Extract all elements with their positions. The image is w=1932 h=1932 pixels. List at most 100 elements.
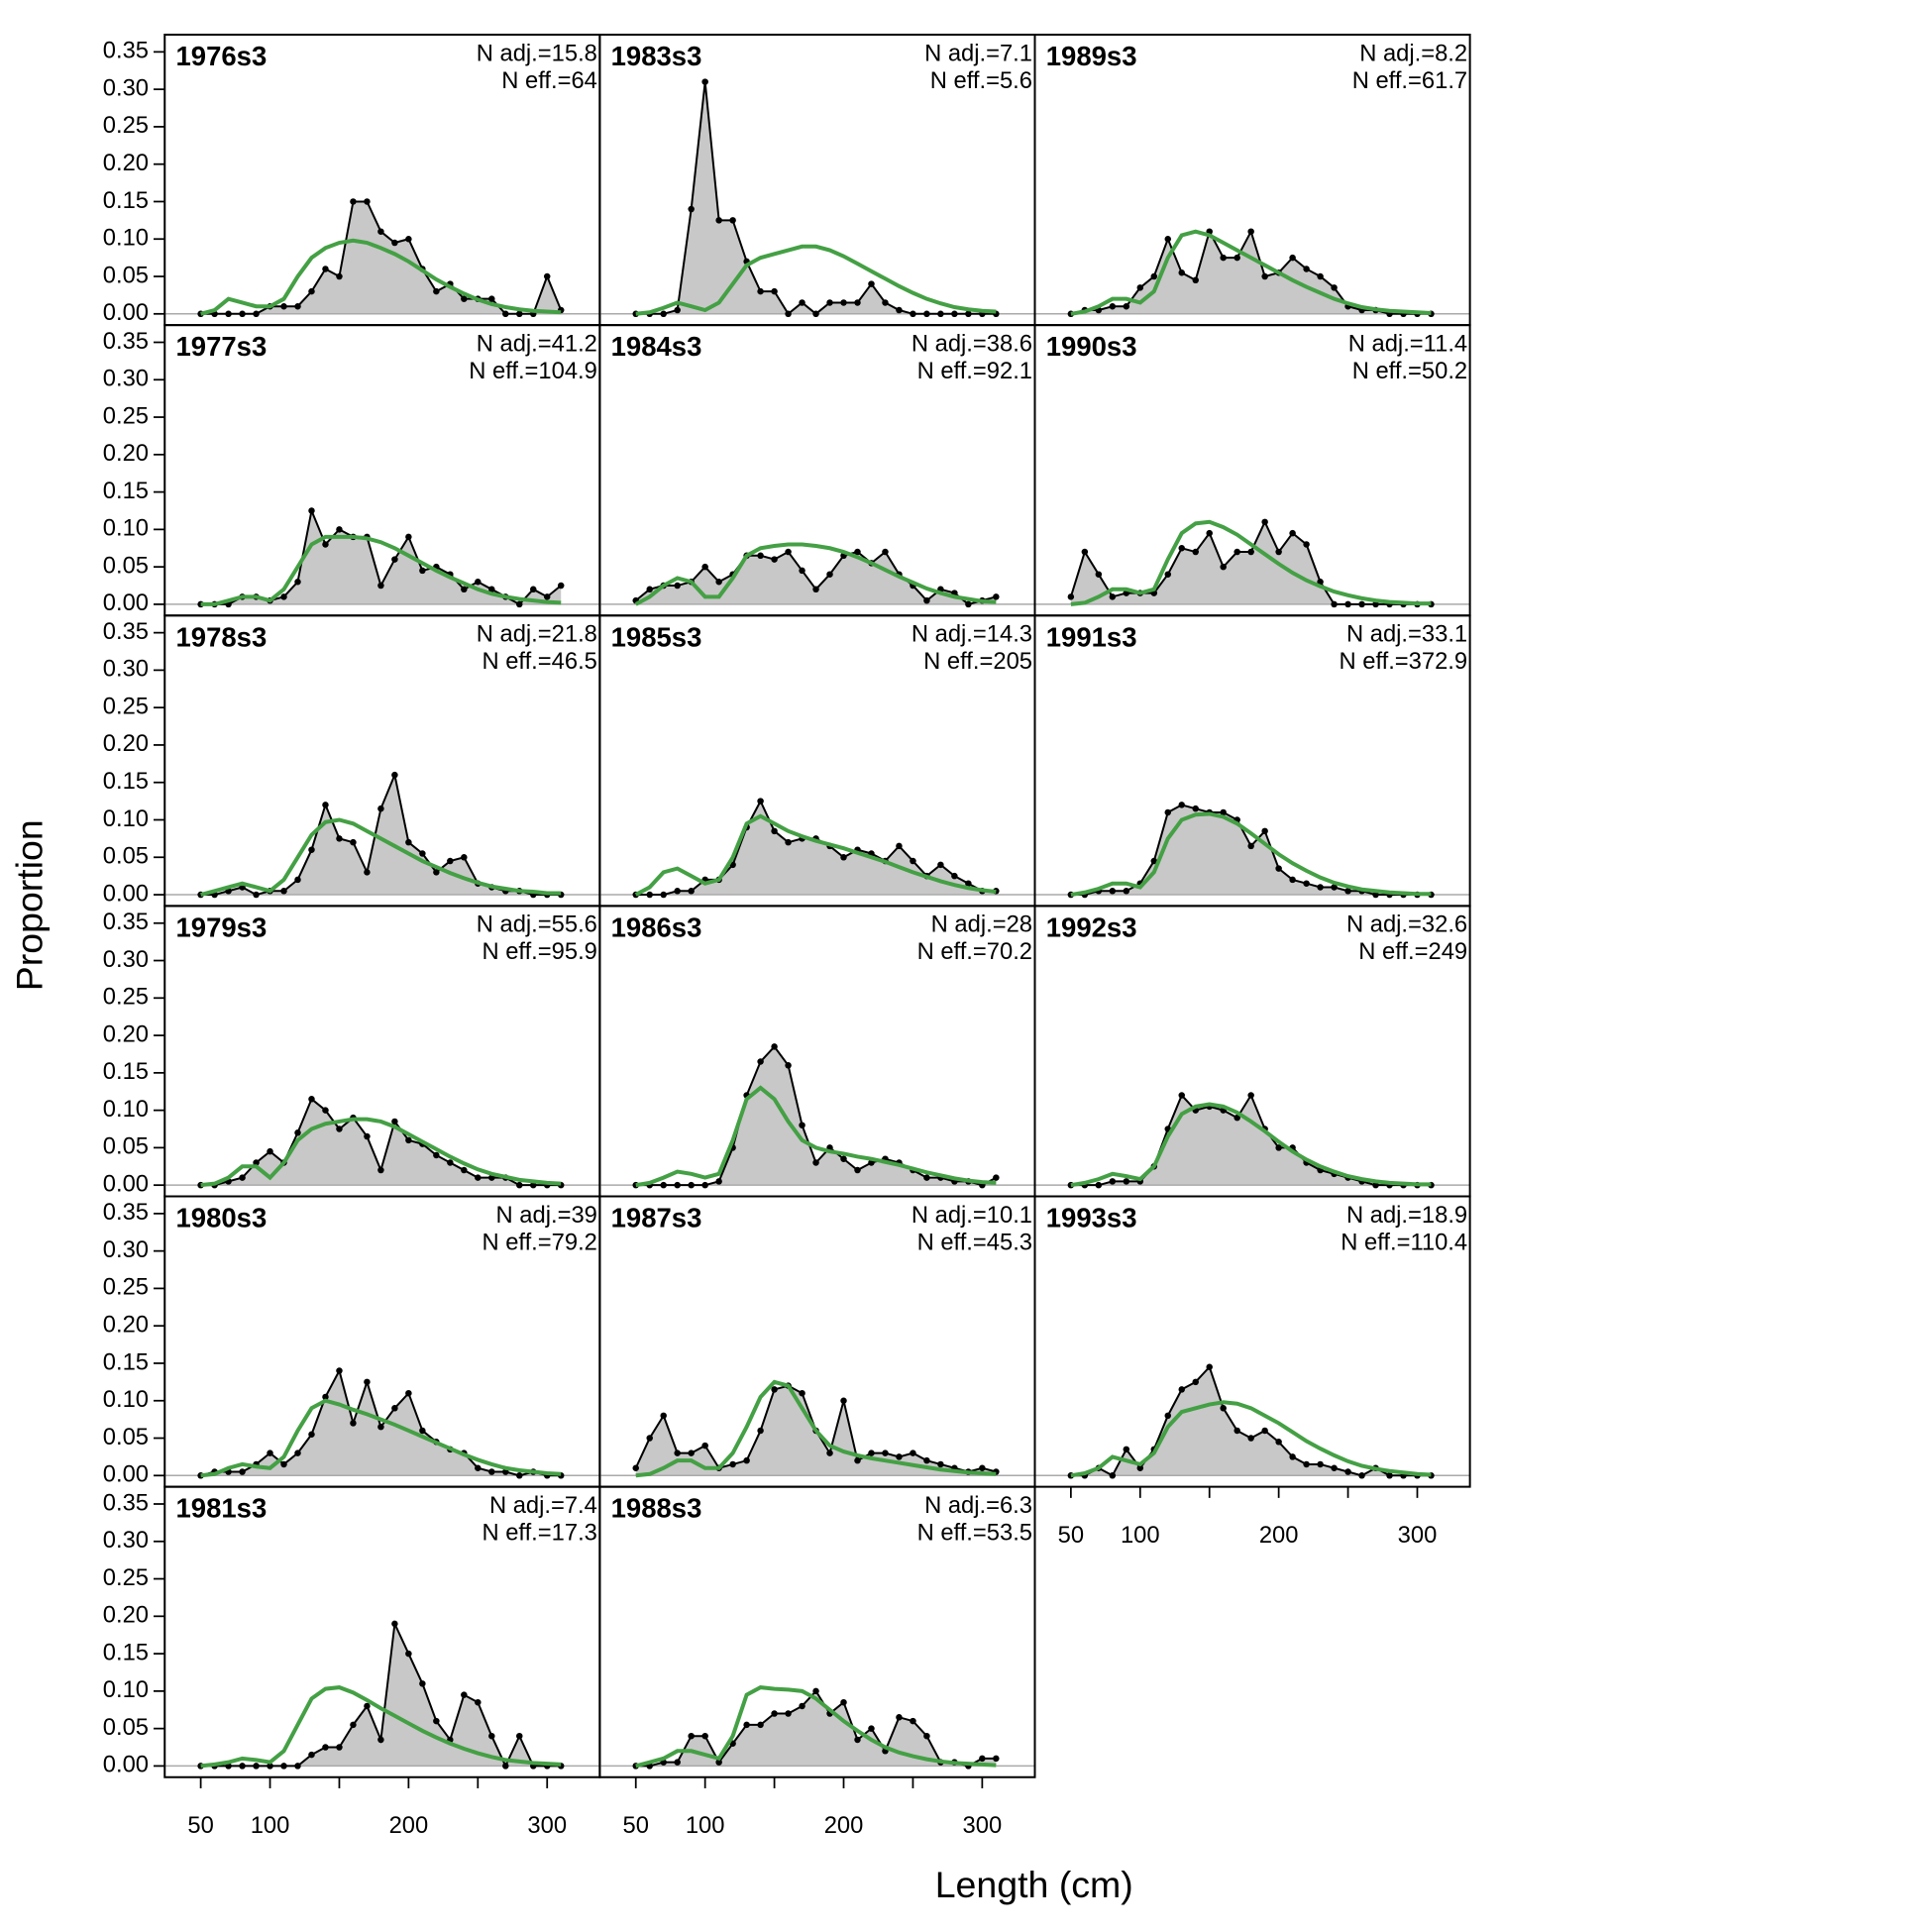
n-eff: N eff.=70.2 — [917, 938, 1032, 965]
n-adj: N adj.=15.8 — [477, 40, 597, 66]
panel-title: 1977s3 — [176, 331, 268, 362]
expected-line — [1070, 811, 1432, 898]
observed-point — [1275, 548, 1282, 556]
y-tick-label: 0.10 — [103, 1676, 149, 1703]
observed-point — [557, 582, 565, 590]
observed-point — [405, 1389, 412, 1397]
panel-title: 1992s3 — [1046, 912, 1137, 942]
observed-point — [1344, 888, 1351, 895]
observed-point — [336, 526, 343, 533]
observed-point — [840, 854, 847, 861]
observed-point — [350, 838, 357, 846]
observed-point — [701, 78, 708, 85]
observed-point — [923, 1174, 930, 1181]
n-adj: N adj.=14.3 — [912, 621, 1032, 648]
observed-point — [785, 1710, 792, 1717]
observed-point — [757, 1427, 764, 1435]
observed-point — [239, 1763, 246, 1770]
observed-point — [701, 1181, 708, 1189]
n-eff: N eff.=104.9 — [469, 358, 597, 384]
observed-point — [1234, 254, 1240, 262]
panel-title: 1993s3 — [1046, 1203, 1137, 1234]
observed-point — [239, 1174, 246, 1181]
observed-point — [1109, 302, 1117, 310]
observed-area — [200, 775, 562, 896]
observed-point — [475, 1464, 482, 1471]
n-adj: N adj.=7.4 — [489, 1492, 597, 1519]
observed-point — [280, 593, 287, 600]
expected-line — [1070, 229, 1432, 316]
observed-point — [391, 1118, 398, 1126]
expected-line — [200, 534, 562, 606]
observed-point — [799, 299, 805, 306]
observed-point — [364, 1132, 371, 1140]
n-adj: N adj.=21.8 — [477, 621, 597, 648]
observed-point — [660, 1412, 667, 1420]
observed-point — [377, 228, 384, 235]
observed-point — [322, 1107, 329, 1114]
observed-point — [1261, 518, 1268, 526]
observed-point — [965, 600, 972, 608]
observed-point — [225, 310, 232, 318]
observed-point — [1303, 541, 1310, 548]
observed-point — [1358, 600, 1365, 608]
observed-point — [377, 805, 384, 812]
panel-title: 1991s3 — [1046, 621, 1137, 652]
observed-point — [729, 217, 736, 224]
n-eff: N eff.=61.7 — [1352, 67, 1467, 94]
y-tick-label: 0.15 — [103, 1058, 149, 1085]
observed-point — [715, 1759, 722, 1766]
observed-point — [688, 1732, 695, 1740]
observed-point — [1303, 1460, 1310, 1468]
observed-point — [405, 533, 412, 541]
observed-point — [377, 1423, 384, 1431]
n-eff: N eff.=249 — [1358, 938, 1467, 965]
n-eff: N eff.=79.2 — [482, 1229, 596, 1255]
panel-title: 1984s3 — [611, 331, 702, 362]
observed-point — [488, 295, 495, 302]
observed-area — [200, 1370, 562, 1476]
observed-point — [1178, 802, 1185, 808]
observed-point — [1123, 1178, 1130, 1185]
y-tick-label: 0.10 — [103, 1386, 149, 1413]
n-eff: N eff.=372.9 — [1339, 648, 1467, 675]
observed-point — [253, 1159, 260, 1166]
observed-point — [1344, 600, 1351, 608]
observed-point — [433, 287, 440, 295]
observed-point — [1303, 880, 1310, 887]
y-tick-label: 0.20 — [103, 730, 149, 757]
observed-point — [1178, 1386, 1185, 1393]
observed-point — [253, 1763, 260, 1770]
observed-point — [1289, 876, 1296, 884]
observed-point — [322, 802, 329, 808]
panel-title: 1990s3 — [1046, 331, 1137, 362]
observed-point — [854, 1456, 861, 1464]
y-tick-label: 0.20 — [103, 1311, 149, 1338]
observed-point — [771, 827, 778, 835]
expected-line — [200, 1685, 562, 1769]
observed-point — [688, 1449, 695, 1456]
observed-point — [1317, 272, 1324, 280]
observed-point — [322, 1393, 329, 1401]
observed-point — [1109, 1178, 1117, 1185]
y-tick-label: 0.00 — [103, 1752, 149, 1778]
observed-point — [840, 1155, 847, 1162]
n-adj: N adj.=10.1 — [912, 1202, 1032, 1229]
observed-point — [516, 1732, 523, 1740]
panel-frame — [1033, 1195, 1471, 1488]
expected-line — [1070, 1400, 1432, 1478]
observed-point — [502, 310, 509, 318]
observed-point — [1123, 1446, 1130, 1453]
observed-point — [785, 548, 792, 556]
y-tick-label: 0.15 — [103, 478, 149, 504]
y-tick-label: 0.00 — [103, 1461, 149, 1488]
observed-point — [1206, 529, 1213, 537]
observed-point — [674, 888, 681, 895]
observed-point — [965, 310, 972, 318]
observed-point — [461, 586, 468, 593]
observed-point — [405, 1650, 412, 1658]
expected-line — [1070, 519, 1432, 606]
observed-point — [322, 1744, 329, 1751]
n-adj: N adj.=28 — [931, 912, 1032, 938]
n-adj: N adj.=7.1 — [924, 40, 1032, 66]
